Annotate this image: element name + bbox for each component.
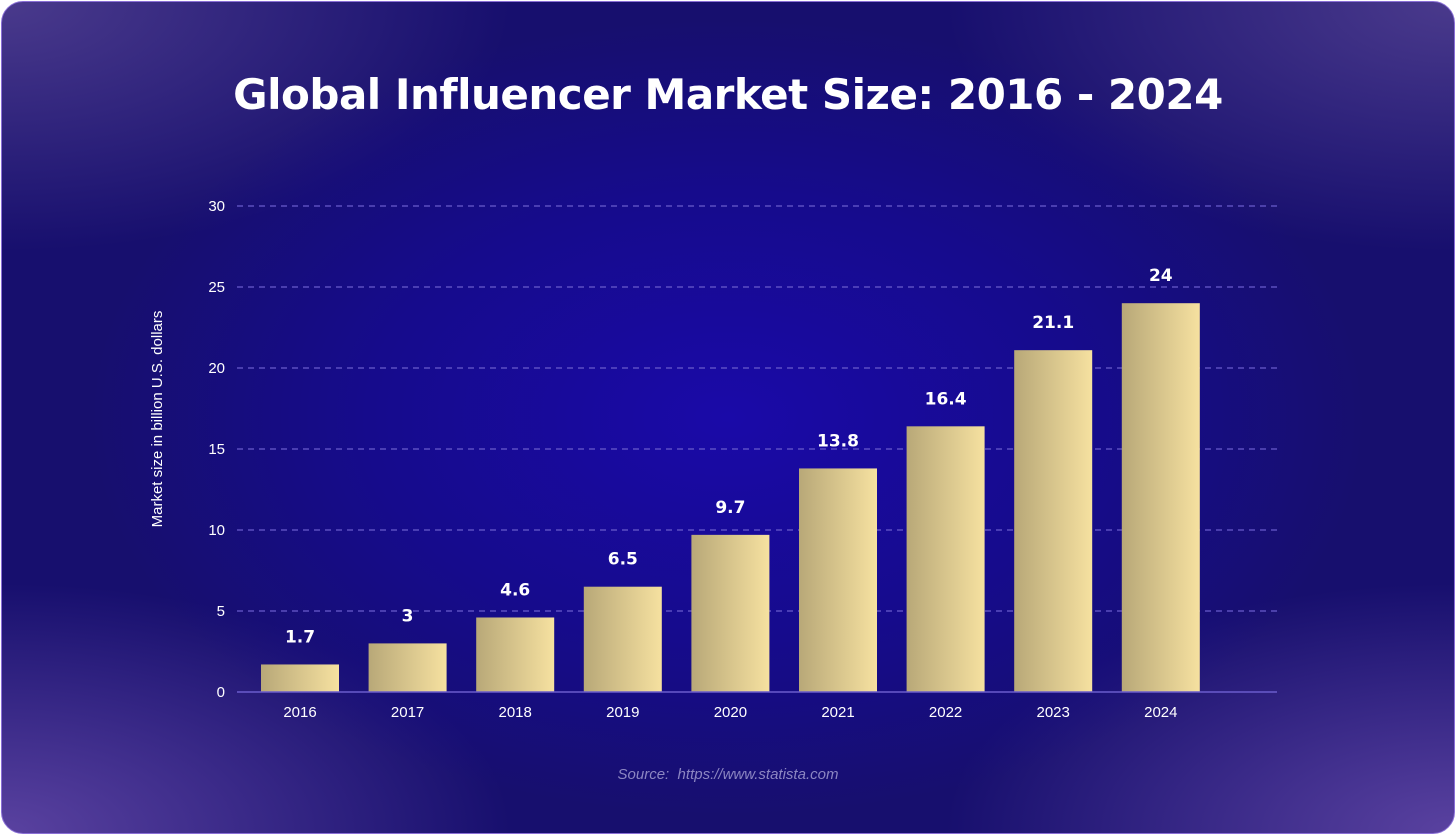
- value-label-2021: 13.8: [817, 431, 859, 451]
- y-tick-label: 0: [217, 684, 225, 701]
- bar-2016: [261, 664, 339, 692]
- y-tick-label: 5: [217, 603, 225, 620]
- value-label-2016: 1.7: [285, 627, 315, 647]
- y-tick-label: 25: [208, 279, 225, 296]
- x-tick-label-2024: 2024: [1144, 704, 1177, 721]
- x-tick-label-2019: 2019: [606, 704, 639, 721]
- x-tick-label-2022: 2022: [929, 704, 962, 721]
- value-label-2023: 21.1: [1032, 313, 1074, 333]
- value-label-2022: 16.4: [925, 389, 967, 409]
- source-note: Source: https://www.statista.com: [617, 766, 839, 783]
- chart-title: Global Influencer Market Size: 2016 - 20…: [233, 70, 1223, 119]
- y-axis-ticks: 0 5 10 15 20 25 30: [208, 198, 225, 701]
- x-tick-label-2021: 2021: [821, 704, 854, 721]
- value-label-2018: 4.6: [500, 580, 530, 600]
- bar-2024: [1121, 303, 1200, 692]
- bar-2019: [583, 586, 662, 692]
- x-tick-label-2016: 2016: [283, 704, 316, 721]
- value-label-2024: 24: [1149, 266, 1173, 286]
- bars: [261, 303, 1200, 692]
- bar-2021: [799, 468, 877, 692]
- bar-2023: [1014, 350, 1093, 692]
- y-tick-label: 15: [208, 441, 225, 458]
- y-axis-title: Market size in billion U.S. dollars: [149, 311, 166, 528]
- value-label-2019: 6.5: [608, 550, 638, 570]
- x-tick-label-2023: 2023: [1037, 704, 1070, 721]
- y-tick-label: 30: [208, 198, 225, 215]
- y-tick-label: 20: [208, 360, 225, 377]
- value-label-2020: 9.7: [715, 498, 745, 518]
- value-labels: 1.7 3 4.6 6.5 9.7 13.8 16.4 21.1 24: [285, 266, 1173, 647]
- x-axis-ticks: 2016 2017 2018 2019 2020 2021 2022 2023 2024: [283, 704, 1177, 721]
- bar-2017: [368, 643, 447, 692]
- x-tick-label-2018: 2018: [499, 704, 532, 721]
- bar-2022: [906, 426, 985, 692]
- y-tick-label: 10: [208, 522, 225, 539]
- bar-2018: [476, 617, 555, 692]
- x-tick-label-2020: 2020: [714, 704, 747, 721]
- bar-2020: [691, 534, 770, 692]
- x-tick-label-2017: 2017: [391, 704, 424, 721]
- value-label-2017: 3: [402, 606, 414, 626]
